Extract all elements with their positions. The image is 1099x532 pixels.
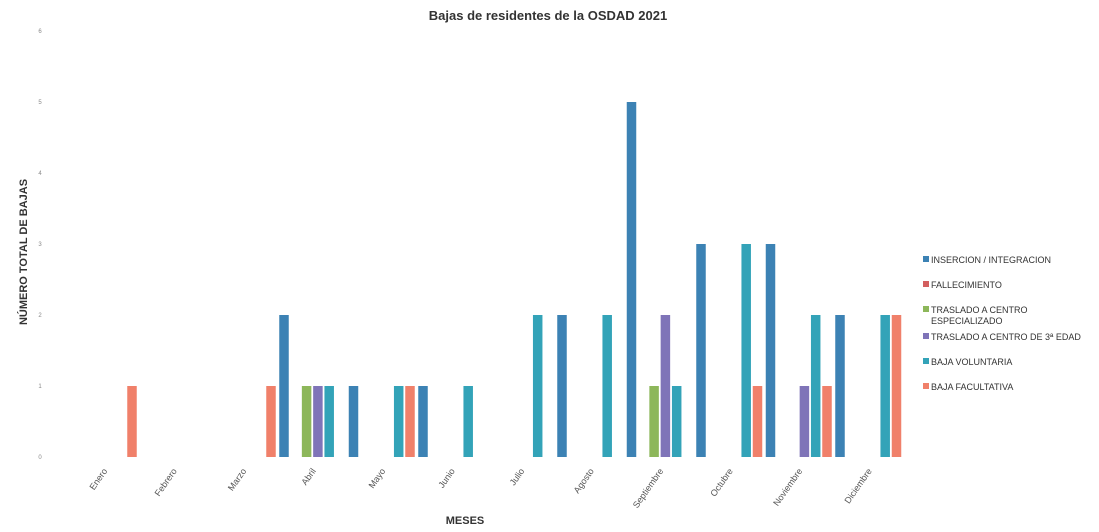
bar-baja-facultativa-enero: [127, 386, 137, 457]
bar-baja-facultativa-marzo: [266, 386, 276, 457]
x-tick-label: Febrero: [153, 466, 179, 498]
legend-label: TRASLADO A CENTRO DE 3ª EDAD: [931, 332, 1081, 342]
bar-baja-voluntaria-julio: [532, 315, 543, 457]
x-tick-label: Diciembre: [842, 466, 873, 505]
x-tick-label: Noviembre: [771, 466, 804, 507]
bar-insercion-integracion-noviembre: [765, 244, 776, 457]
y-tick-label: 3: [38, 242, 42, 248]
bar-insercion-integracion-mayo: [348, 386, 359, 457]
x-tick-label: Agosto: [572, 466, 596, 495]
bar-traslado-a-centro-especializado-septiembre: [649, 386, 659, 457]
x-tick-label: Mayo: [367, 466, 388, 490]
y-tick-label: 2: [38, 313, 42, 319]
bar-traslado-a-centro-especializado-abril: [301, 386, 312, 457]
legend-swatch: [923, 358, 929, 364]
bar-baja-facultativa-diciembre: [891, 315, 902, 457]
bar-baja-voluntaria-mayo: [393, 386, 404, 457]
bar-insercion-integracion-octubre: [696, 244, 706, 457]
bar-baja-voluntaria-octubre: [741, 244, 751, 457]
y-tick-label: 0: [38, 455, 42, 461]
x-tick-label: Abril: [299, 466, 318, 486]
bar-insercion-integracion-abril: [279, 315, 289, 457]
legend-label: TRASLADO A CENTRO: [931, 305, 1028, 315]
bar-traslado-a-centro-de-3-edad-abril: [313, 386, 323, 457]
x-tick-label: Julio: [508, 466, 527, 487]
x-axis-title: MESES: [446, 515, 485, 527]
x-tick-label: Enero: [87, 466, 109, 491]
bar-baja-voluntaria-diciembre: [880, 315, 890, 457]
legend-label: INSERCION / INTEGRACION: [931, 255, 1051, 265]
x-tick-label: Septiembre: [631, 466, 666, 509]
legend-label: ESPECIALIZADO: [931, 316, 1003, 326]
bar-baja-voluntaria-septiembre: [671, 386, 682, 457]
bar-insercion-integracion-diciembre: [835, 315, 845, 457]
y-tick-label: 1: [38, 384, 42, 390]
x-tick-label: Junio: [436, 466, 457, 489]
bar-baja-facultativa-noviembre: [822, 386, 832, 457]
bar-baja-facultativa-mayo: [405, 386, 415, 457]
legend-swatch: [923, 383, 929, 389]
legend-swatch: [923, 306, 929, 312]
bar-baja-facultativa-octubre: [752, 386, 763, 457]
bar-insercion-integracion-septiembre: [626, 102, 637, 457]
y-tick-label: 4: [38, 171, 42, 177]
bar-baja-voluntaria-agosto: [602, 315, 612, 457]
bar-traslado-a-centro-de-3-edad-noviembre: [799, 386, 810, 457]
legend-swatch: [923, 281, 929, 287]
bar-baja-voluntaria-junio: [463, 386, 473, 457]
legend-swatch: [923, 333, 929, 339]
legend-label: BAJA FACULTATIVA: [931, 382, 1013, 392]
y-axis-title: NÚMERO TOTAL DE BAJAS: [17, 179, 30, 325]
bar-traslado-a-centro-de-3-edad-septiembre: [660, 315, 671, 457]
legend-label: FALLECIMIENTO: [931, 280, 1002, 290]
bar-insercion-integracion-junio: [418, 386, 428, 457]
legend-label: BAJA VOLUNTARIA: [931, 357, 1012, 367]
bar-insercion-integracion-agosto: [557, 315, 567, 457]
x-tick-label: Marzo: [226, 466, 249, 492]
x-tick-label: Octubre: [708, 466, 735, 498]
legend-swatch: [923, 256, 929, 262]
chart-title: Bajas de residentes de la OSDAD 2021: [429, 8, 667, 23]
y-tick-label: 6: [38, 29, 42, 35]
bar-baja-voluntaria-noviembre: [810, 315, 821, 457]
bar-baja-voluntaria-abril: [324, 386, 334, 457]
y-tick-label: 5: [38, 100, 42, 106]
